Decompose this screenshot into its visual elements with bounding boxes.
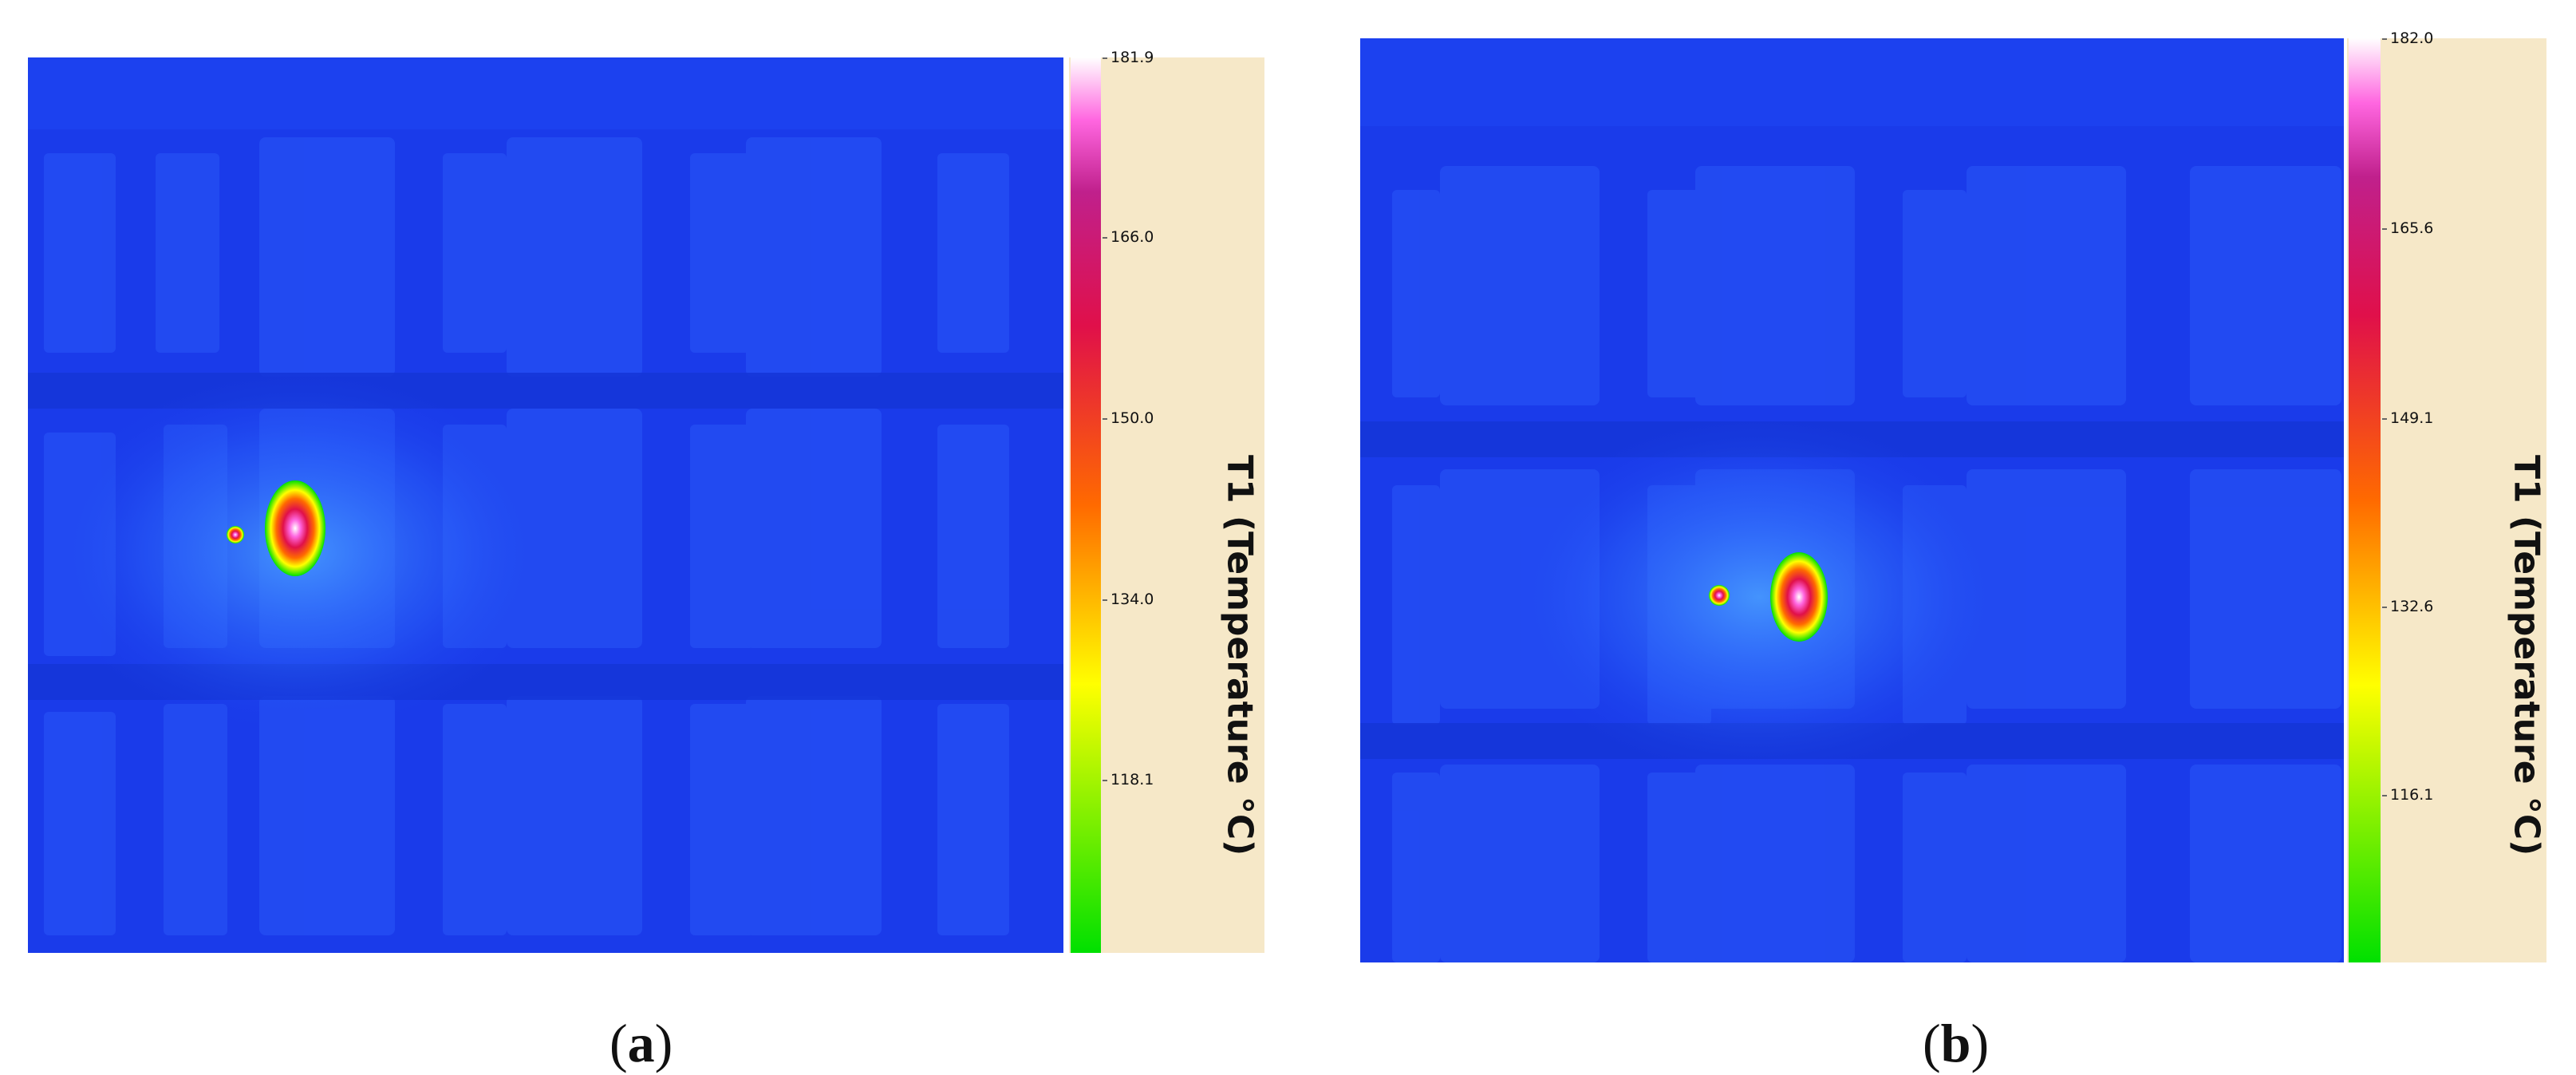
hotspot-small-b: [1709, 585, 1730, 606]
tick-label: 150.0: [1110, 409, 1154, 427]
hotspot-b: [1770, 552, 1828, 642]
tick-label: 132.6: [2390, 598, 2434, 615]
tick-label: 116.1: [2390, 786, 2434, 804]
tick-label: 182.0: [2390, 30, 2434, 47]
hotspot-a: [265, 480, 325, 576]
tick-label: 165.6: [2390, 219, 2434, 237]
hotspot-small-a: [227, 526, 244, 543]
tick-label: 166.0: [1110, 228, 1154, 246]
colorbar-ticks-b: 182.0 165.6 149.1 132.6 116.1: [2382, 30, 2478, 962]
heat-glow-b: [1496, 413, 2022, 781]
thermal-image-b: [1360, 38, 2344, 962]
tick-label: 118.1: [1110, 771, 1154, 788]
thermal-image-a: [28, 57, 1063, 953]
tick-label: 181.9: [1110, 49, 1154, 66]
colorbar-a: [1069, 57, 1264, 953]
tick-label: 134.0: [1110, 591, 1154, 608]
caption-a: (a): [609, 1013, 673, 1073]
colorbar-title-b: T1 (Temperature °C): [2506, 455, 2547, 856]
tick-label: 149.1: [2390, 409, 2434, 427]
colorbar-ticks-a: 181.9 166.0 150.0 134.0 118.1: [1103, 49, 1198, 953]
colorbar-title-a: T1 (Temperature °C): [1219, 455, 1260, 856]
caption-b: (b): [1923, 1013, 1990, 1073]
colorbar-b: [2347, 38, 2546, 962]
